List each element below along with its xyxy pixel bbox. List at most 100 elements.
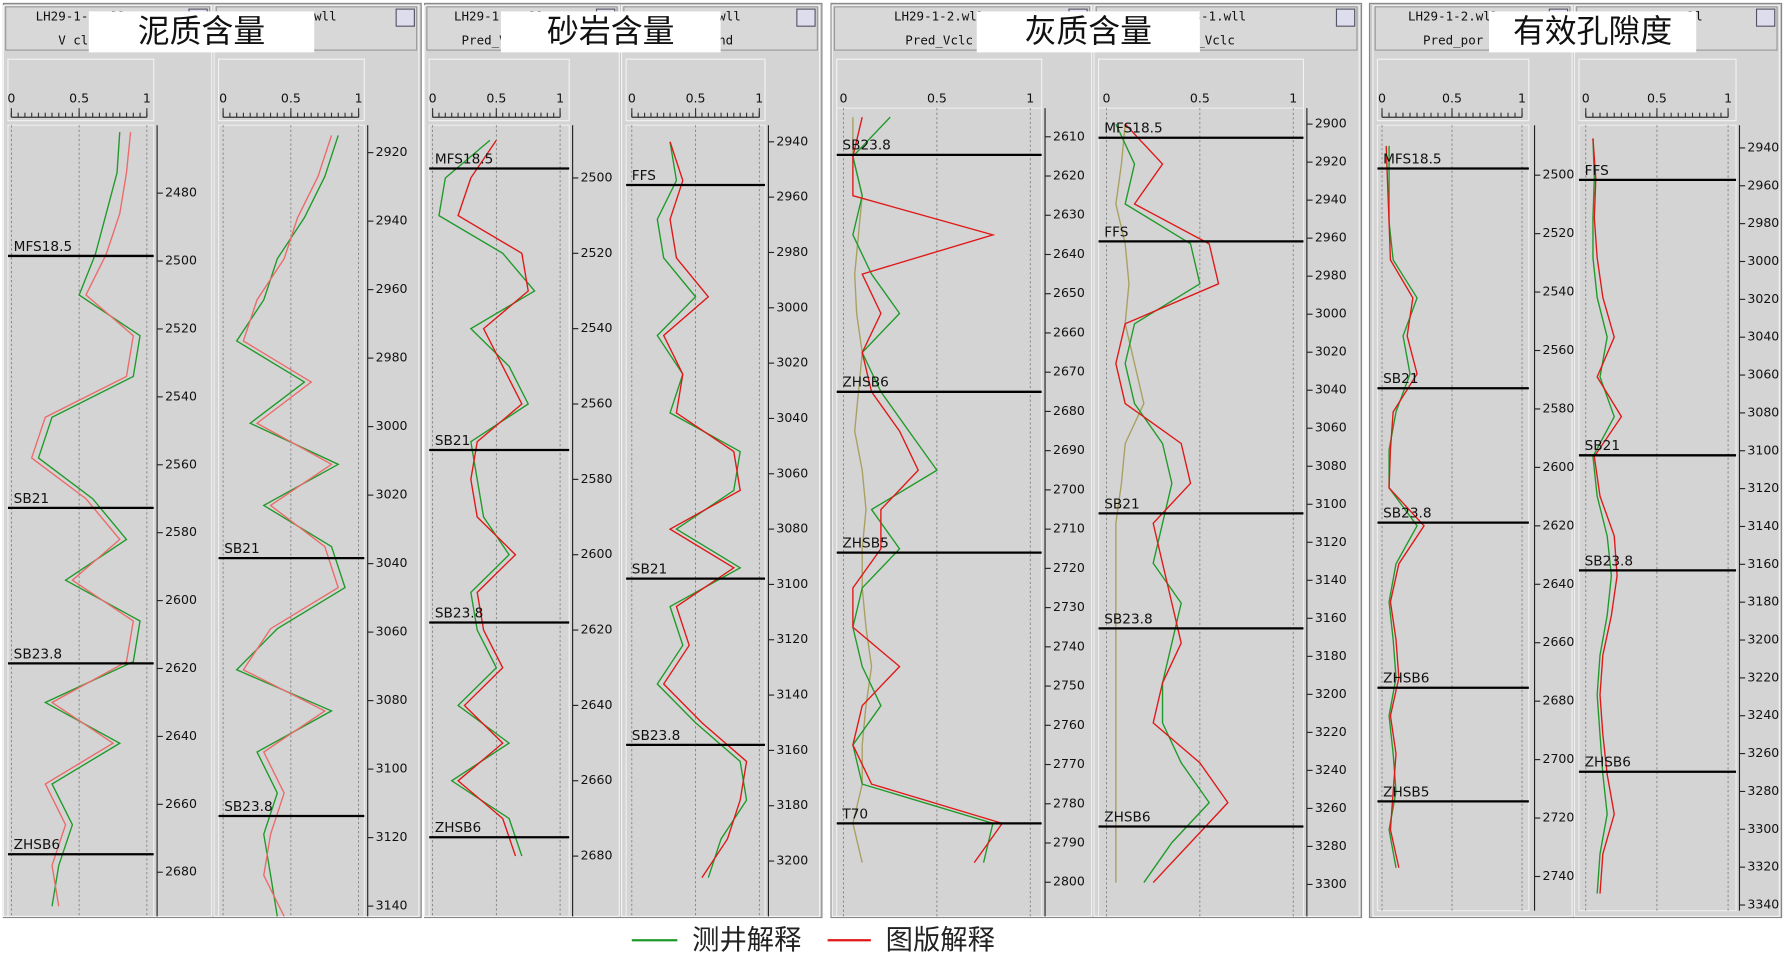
- depth-tick-label: 3120: [1315, 534, 1347, 549]
- depth-tick-label: 2540: [165, 388, 197, 403]
- depth-tick-label: 2600: [165, 592, 197, 607]
- depth-tick-label: 2760: [1053, 717, 1085, 732]
- header-button[interactable]: [796, 8, 816, 27]
- depth-tick-label: 3040: [1315, 382, 1347, 397]
- depth-tick-label: 2940: [1747, 139, 1779, 154]
- depth-tick-label: 3220: [1315, 724, 1347, 739]
- scale-box: [428, 58, 570, 122]
- formation-label: FFS: [632, 168, 656, 184]
- depth-tick-label: 3080: [1747, 404, 1779, 419]
- header-button[interactable]: [1335, 8, 1356, 27]
- log-curve: [37, 132, 141, 907]
- depth-tick-label: 2740: [1053, 638, 1085, 653]
- scale-tick-label: 1: [755, 91, 763, 106]
- depth-tick-label: 2640: [581, 697, 613, 712]
- track-header-text: Pred_por: [1423, 32, 1484, 47]
- depth-tick-label: 2750: [1053, 678, 1085, 693]
- depth-tick-label: 3000: [776, 299, 808, 314]
- formation-label: ZHSB5: [1383, 784, 1429, 800]
- plot-area: [1376, 124, 1530, 912]
- scale-tick-label: 0.5: [486, 91, 506, 106]
- depth-tick-label: 2520: [1543, 225, 1575, 240]
- scale-tick-label: 0: [1582, 91, 1590, 106]
- header-button[interactable]: [395, 8, 415, 27]
- log-curve: [1592, 138, 1623, 894]
- depth-tick-label: 3340: [1747, 897, 1779, 912]
- panel-title-box: [976, 11, 1200, 53]
- depth-tick-label: 3180: [1747, 594, 1779, 609]
- scale-tick-label: 1: [1289, 91, 1297, 106]
- log-curve: [1592, 138, 1615, 894]
- log-curve: [852, 116, 1004, 864]
- formation-label: SB21: [1104, 496, 1139, 512]
- scale-tick-label: 0: [429, 91, 437, 106]
- depth-tick-label: 3040: [1747, 329, 1779, 344]
- depth-tick-label: 2770: [1053, 756, 1085, 771]
- log-curve: [457, 139, 529, 857]
- depth-tick-label: 3100: [1315, 496, 1347, 511]
- log-curve: [1388, 145, 1418, 868]
- depth-tick-label: 3300: [1315, 876, 1347, 891]
- depth-tick-label: 3040: [776, 410, 808, 425]
- depth-tick-label: 2640: [1053, 246, 1085, 261]
- depth-tick-label: 2540: [1543, 284, 1575, 299]
- scale-tick-label: 0.5: [1442, 91, 1462, 106]
- depth-tick-label: 2680: [1543, 693, 1575, 708]
- depth-tick-label: 2700: [1053, 481, 1085, 496]
- depth-tick-label: 3100: [376, 761, 408, 776]
- scale-box: [7, 58, 155, 122]
- depth-tick-label: 3200: [1315, 686, 1347, 701]
- legend-label: 测井解释: [692, 925, 801, 956]
- depth-tick-label: 3000: [1747, 253, 1779, 268]
- depth-tick-label: 2660: [165, 796, 197, 811]
- depth-tick-label: 3020: [776, 355, 808, 370]
- depth-tick-label: 3220: [1747, 669, 1779, 684]
- depth-tick-label: 2540: [581, 320, 613, 335]
- depth-tick-label: 2720: [1543, 810, 1575, 825]
- depth-tick-label: 2700: [1543, 751, 1575, 766]
- scale-tick-label: 0.5: [281, 91, 301, 106]
- depth-tick-label: 3160: [1315, 610, 1347, 625]
- depth-tick-label: 2660: [581, 772, 613, 787]
- log-curve: [852, 116, 994, 863]
- formation-label: SB23.8: [435, 605, 483, 621]
- formation-label: FFS: [1585, 163, 1609, 179]
- scale-tick-label: 1: [1518, 91, 1526, 106]
- panel-title-box: [500, 11, 721, 53]
- plot-area: [1578, 124, 1737, 912]
- formation-label: SB23.8: [842, 138, 890, 154]
- formation-label: MFS18.5: [14, 239, 72, 255]
- depth-tick-label: 2940: [376, 213, 408, 228]
- depth-tick-label: 2960: [1747, 177, 1779, 192]
- depth-tick-label: 3060: [776, 465, 808, 480]
- panel-title: 有效孔隙度: [1513, 12, 1672, 50]
- depth-tick-label: 2920: [376, 144, 408, 159]
- scale-tick-label: 0: [7, 91, 15, 106]
- depth-tick-label: 2980: [1315, 268, 1347, 283]
- depth-tick-label: 2660: [1053, 324, 1085, 339]
- depth-tick-label: 2680: [581, 848, 613, 863]
- depth-tick-label: 2500: [581, 169, 613, 184]
- scale-tick-label: 0.5: [686, 91, 706, 106]
- track-header-text: LH29-1-2.wll: [1408, 9, 1498, 24]
- scale-tick-label: 0: [219, 91, 227, 106]
- formation-label: SB23.8: [1104, 611, 1152, 627]
- header-button[interactable]: [1755, 8, 1776, 27]
- depth-tick-label: 2690: [1053, 442, 1085, 457]
- formation-label: SB23.8: [1585, 553, 1633, 569]
- depth-tick-label: 3040: [376, 555, 408, 570]
- formation-label: SB23.8: [632, 728, 680, 744]
- depth-tick-label: 3180: [776, 797, 808, 812]
- scale-tick-label: 0.5: [69, 91, 89, 106]
- depth-tick-label: 3080: [1315, 458, 1347, 473]
- depth-tick-label: 2500: [1543, 167, 1575, 182]
- depth-tick-label: 2640: [165, 728, 197, 743]
- plot-area: [428, 124, 570, 917]
- depth-tick-label: 3300: [1747, 821, 1779, 836]
- formation-label: MFS18.5: [435, 151, 493, 167]
- depth-tick-label: 2620: [581, 622, 613, 637]
- formation-label: MFS18.5: [1383, 151, 1441, 167]
- depth-tick-label: 3060: [1315, 420, 1347, 435]
- panel-title: 灰质含量: [1025, 12, 1152, 50]
